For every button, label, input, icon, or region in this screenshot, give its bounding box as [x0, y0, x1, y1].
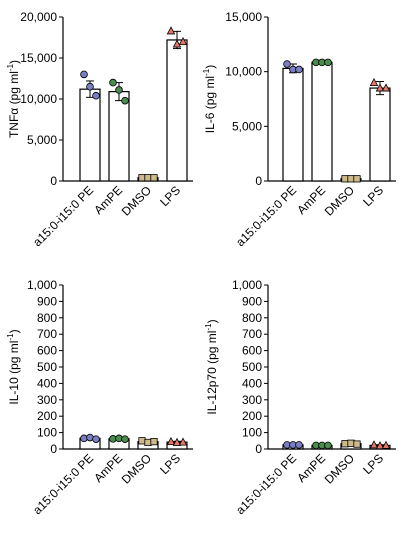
- y-tick-label: 1,000: [27, 278, 57, 292]
- y-tick-label: 900: [242, 294, 262, 308]
- x-tick-label: LPS: [360, 451, 386, 477]
- data-point: [178, 36, 188, 45]
- data-point: [172, 39, 182, 48]
- data-point: [178, 437, 188, 446]
- x-tick-label: a15:0-i15:0 PE: [233, 451, 299, 517]
- y-tick-label: 800: [242, 311, 262, 325]
- y-tick-label: 15,000: [225, 10, 262, 24]
- data-point: [283, 60, 291, 68]
- bar-2: [311, 61, 333, 182]
- data-point: [144, 174, 152, 182]
- data-point: [150, 174, 158, 182]
- data-point: [115, 86, 123, 94]
- data-point: [324, 441, 332, 450]
- x-tick-label: AmPE: [294, 451, 328, 485]
- x-tick-label: a15:0-i15:0 PE: [233, 183, 299, 249]
- x-tick-label: AmPE: [294, 183, 328, 217]
- data-point: [375, 441, 385, 450]
- data-point: [80, 70, 88, 79]
- y-tick-label: 200: [37, 409, 57, 423]
- bar-4: [369, 87, 391, 182]
- bar-2: [108, 91, 130, 182]
- x-tick-label: a15:0-i15:0 PE: [30, 451, 96, 517]
- y-tick-label: 10,000: [225, 65, 262, 79]
- x-tick-label: DMSO: [119, 451, 154, 486]
- data-point: [381, 83, 391, 92]
- y-tick-label: 10,000: [20, 92, 57, 106]
- x-tick-label: a15:0-i15:0 PE: [30, 183, 96, 249]
- chart-panel-1: 0 5,000 10,000 15,000 20,000 TNFα (pg ml-1) a1…: [6, 10, 193, 249]
- y-tick-label: 700: [242, 327, 262, 341]
- y-tick-label: 200: [242, 409, 262, 423]
- data-point: [138, 437, 146, 445]
- bar-1: [79, 88, 101, 182]
- data-point: [324, 58, 332, 67]
- data-point: [347, 175, 355, 183]
- data-point: [381, 440, 391, 449]
- y-tick-label: 900: [37, 294, 57, 308]
- y-tick-label: 100: [37, 426, 57, 440]
- x-tick-label: LPS: [157, 183, 183, 209]
- bar-4: [166, 39, 188, 182]
- x-tick-label: DMSO: [322, 183, 357, 218]
- y-tick-label: 800: [37, 311, 57, 325]
- y-tick-label: 300: [242, 393, 262, 407]
- x-tick-label: LPS: [157, 451, 183, 477]
- y-axis-label: IL-12p70 (pg ml-1): [204, 319, 219, 414]
- y-tick-label: 5,000: [232, 119, 262, 133]
- data-point: [109, 78, 117, 87]
- y-tick-label: 100: [242, 426, 262, 440]
- data-point: [341, 440, 349, 448]
- y-tick-label: 20,000: [20, 10, 57, 24]
- y-tick-label: 600: [242, 344, 262, 358]
- bar-1: [282, 67, 304, 182]
- y-axis-label: IL-6 (pg ml-1): [202, 65, 217, 133]
- x-tick-label: AmPE: [91, 451, 125, 485]
- data-point: [166, 436, 176, 446]
- data-point: [295, 65, 303, 74]
- data-point: [166, 26, 176, 35]
- y-axis-label: IL-10 (pg ml-1): [6, 329, 21, 404]
- data-point: [369, 77, 379, 86]
- data-point: [172, 437, 182, 446]
- y-tick-label: 700: [37, 327, 57, 341]
- data-point: [121, 96, 129, 105]
- data-point: [369, 440, 379, 449]
- y-tick-label: 600: [37, 344, 57, 358]
- x-tick-label: LPS: [360, 183, 386, 209]
- y-tick-label: 0: [255, 442, 262, 456]
- y-tick-label: 500: [242, 360, 262, 374]
- y-tick-label: 0: [50, 442, 57, 456]
- data-point: [92, 435, 100, 443]
- data-point: [353, 440, 361, 448]
- data-point: [150, 438, 158, 446]
- x-tick-label: DMSO: [119, 183, 154, 218]
- y-tick-label: 400: [242, 376, 262, 390]
- data-point: [353, 175, 361, 183]
- y-tick-label: 400: [37, 376, 57, 390]
- y-tick-label: 0: [50, 174, 57, 188]
- chart-panel-2: 0 5,000 10,000 15,000 IL-6 (pg ml-1) a15:0-i1…: [202, 10, 396, 249]
- y-tick-label: 15,000: [20, 51, 57, 65]
- y-axis-label: TNFα (pg ml-1): [6, 60, 21, 138]
- x-tick-label: DMSO: [322, 451, 357, 486]
- data-point: [347, 439, 355, 447]
- data-point: [121, 435, 129, 443]
- data-point: [295, 441, 303, 449]
- y-tick-label: 300: [37, 393, 57, 407]
- data-point: [144, 438, 152, 447]
- y-tick-label: 1,000: [232, 278, 262, 292]
- data-point: [375, 83, 385, 92]
- data-point: [341, 175, 349, 183]
- chart-panel-3: 0 100 200 300 400 500 600 700 800 900 1,000 IL-10 (…: [6, 278, 193, 517]
- y-tick-label: 5,000: [27, 133, 57, 147]
- data-point: [138, 174, 146, 182]
- y-tick-label: 0: [255, 174, 262, 188]
- data-point: [86, 82, 94, 91]
- data-point: [92, 91, 100, 100]
- x-tick-label: AmPE: [91, 183, 125, 217]
- y-tick-label: 500: [37, 360, 57, 374]
- chart-panel-4: 0 100 200 300 400 500 600 700 800 900 1,000 IL-12p7…: [204, 278, 396, 517]
